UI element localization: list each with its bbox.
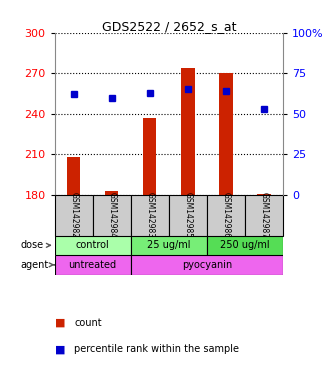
Text: GSM142986: GSM142986 — [221, 192, 230, 238]
Bar — [131, 236, 207, 255]
Text: GSM142985: GSM142985 — [183, 192, 192, 238]
Text: control: control — [76, 240, 110, 250]
Bar — [181, 68, 195, 195]
Bar — [143, 118, 157, 195]
Bar — [55, 195, 93, 236]
Bar — [169, 195, 207, 236]
Bar — [131, 255, 283, 275]
Bar — [93, 195, 131, 236]
Bar — [55, 236, 131, 255]
Bar — [67, 157, 80, 195]
Text: 25 ug/ml: 25 ug/ml — [147, 240, 191, 250]
Text: count: count — [74, 318, 102, 328]
Text: GSM142984: GSM142984 — [107, 192, 116, 238]
Bar — [257, 194, 271, 195]
Text: percentile rank within the sample: percentile rank within the sample — [74, 344, 239, 354]
Text: dose: dose — [21, 240, 50, 250]
Bar — [207, 236, 283, 255]
Text: ■: ■ — [55, 318, 65, 328]
Bar — [55, 255, 131, 275]
Bar — [245, 195, 283, 236]
Bar — [207, 195, 245, 236]
Text: untreated: untreated — [69, 260, 117, 270]
Title: GDS2522 / 2652_s_at: GDS2522 / 2652_s_at — [102, 20, 236, 33]
Bar — [131, 195, 169, 236]
Bar — [105, 191, 118, 195]
Text: ■: ■ — [55, 344, 65, 354]
Text: agent: agent — [21, 260, 54, 270]
Text: GSM142983: GSM142983 — [145, 192, 154, 238]
Text: GSM142982: GSM142982 — [69, 192, 78, 238]
Text: GSM142987: GSM142987 — [260, 192, 268, 238]
Text: 250 ug/ml: 250 ug/ml — [220, 240, 270, 250]
Bar — [219, 73, 233, 195]
Text: pyocyanin: pyocyanin — [182, 260, 232, 270]
